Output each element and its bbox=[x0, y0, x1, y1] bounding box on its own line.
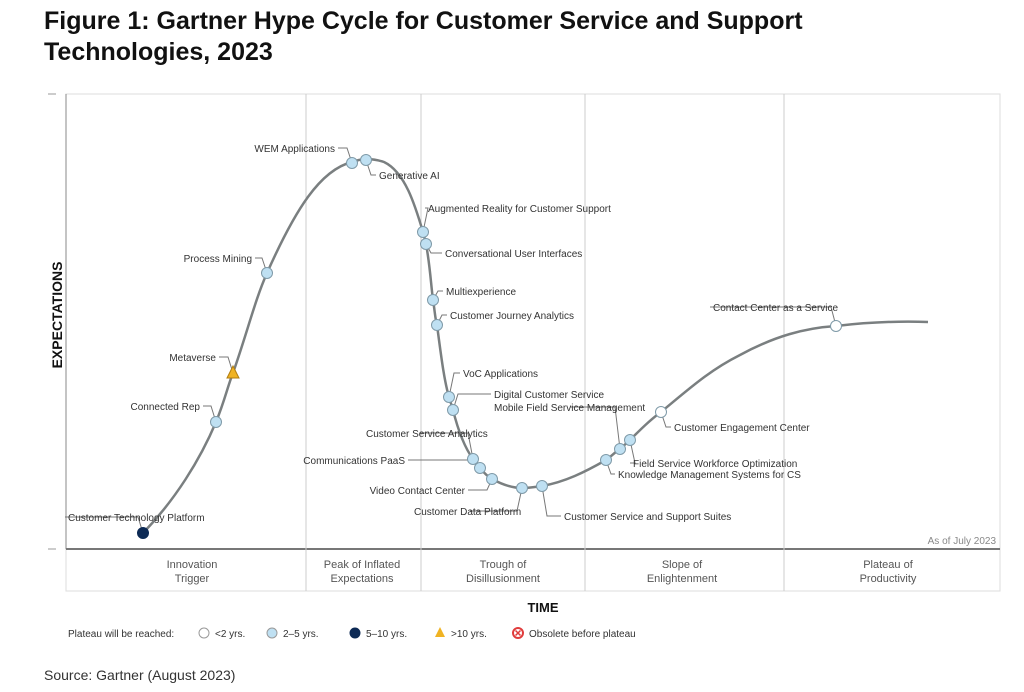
legend-item-label: >10 yrs. bbox=[451, 629, 487, 640]
technology-label: Customer Journey Analytics bbox=[450, 311, 574, 322]
technology-marker bbox=[443, 391, 455, 403]
leader-line bbox=[448, 372, 460, 398]
technology-label: Metaverse bbox=[169, 353, 216, 364]
technology-marker bbox=[467, 453, 479, 465]
source-note: Source: Gartner (August 2023) bbox=[44, 667, 236, 683]
legend-circle-icon bbox=[349, 627, 361, 639]
technology-marker bbox=[427, 294, 439, 306]
technology-label: VoC Applications bbox=[463, 369, 538, 380]
technology-label: Video Contact Center bbox=[370, 486, 466, 497]
leader-line bbox=[422, 207, 429, 233]
phase-label: Disillusionment bbox=[466, 573, 540, 585]
technology-marker bbox=[360, 154, 372, 166]
legend-item-label: 5–10 yrs. bbox=[366, 629, 407, 640]
legend-circle-icon bbox=[266, 627, 278, 639]
technology-label: Communications PaaS bbox=[303, 456, 405, 467]
technology-marker bbox=[516, 482, 528, 494]
technology-label: Augmented Reality for Customer Support bbox=[428, 204, 611, 215]
technology-marker bbox=[486, 473, 498, 485]
technology-marker bbox=[261, 267, 273, 279]
technology-label: Customer Data Platform bbox=[414, 507, 521, 518]
technology-marker bbox=[210, 416, 222, 428]
technology-marker bbox=[420, 238, 432, 250]
hype-curve bbox=[142, 157, 929, 534]
technology-label: Knowledge Management Systems for CS bbox=[618, 470, 801, 481]
technology-marker bbox=[417, 226, 429, 238]
technology-marker bbox=[447, 404, 459, 416]
technology-label: WEM Applications bbox=[254, 144, 335, 155]
phase-label: Peak of Inflated bbox=[324, 559, 400, 571]
technology-label: Process Mining bbox=[184, 254, 252, 265]
technology-label: Generative AI bbox=[379, 171, 440, 182]
legend-item-label: <2 yrs. bbox=[215, 629, 245, 640]
phase-label: Trigger bbox=[175, 573, 210, 585]
legend-title: Plateau will be reached: bbox=[68, 629, 174, 640]
phase-label: Enlightenment bbox=[647, 573, 717, 585]
technology-marker bbox=[655, 406, 667, 418]
leader-line bbox=[570, 406, 621, 450]
legend-circle-icon bbox=[198, 627, 210, 639]
as-of-label: As of July 2023 bbox=[928, 536, 997, 547]
phase-label: Innovation bbox=[167, 559, 218, 571]
phase-label: Expectations bbox=[331, 573, 394, 585]
technology-marker bbox=[600, 454, 612, 466]
leader-line bbox=[420, 432, 474, 460]
technology-label: Customer Technology Platform bbox=[68, 513, 205, 524]
technology-label: Customer Service and Support Suites bbox=[564, 512, 731, 523]
technology-marker bbox=[536, 480, 548, 492]
technology-marker bbox=[830, 320, 842, 332]
x-axis-label: TIME bbox=[527, 600, 558, 615]
technology-label: Customer Service Analytics bbox=[366, 429, 488, 440]
technology-label: Conversational User Interfaces bbox=[445, 249, 582, 260]
legend-triangle-icon bbox=[435, 627, 445, 637]
phase-label: Plateau of bbox=[863, 559, 913, 571]
leader-line bbox=[470, 487, 523, 512]
technology-marker bbox=[614, 443, 626, 455]
legend-item-label: 2–5 yrs. bbox=[283, 629, 319, 640]
technology-label: Customer Engagement Center bbox=[674, 423, 810, 434]
technology-label: Contact Center as a Service bbox=[713, 303, 838, 314]
phase-label: Productivity bbox=[860, 573, 917, 585]
leader-line bbox=[452, 393, 491, 411]
legend-x-mark-icon bbox=[514, 629, 522, 637]
technology-label: Connected Rep bbox=[131, 402, 201, 413]
technology-marker bbox=[137, 527, 149, 539]
technology-label: Multiexperience bbox=[446, 287, 516, 298]
leader-line bbox=[710, 306, 837, 327]
technology-marker bbox=[431, 319, 443, 331]
technology-marker-triangle bbox=[226, 364, 240, 379]
leader-line bbox=[219, 356, 234, 374]
technology-marker bbox=[624, 434, 636, 446]
technology-marker bbox=[474, 462, 486, 474]
leader-line bbox=[629, 439, 636, 464]
legend-item-label: Obsolete before plateau bbox=[529, 629, 636, 640]
technology-label: Field Service Workforce Optimization bbox=[633, 459, 797, 470]
technology-marker bbox=[346, 157, 358, 169]
figure-title: Figure 1: Gartner Hype Cycle for Custome… bbox=[44, 7, 803, 66]
y-axis-label: EXPECTATIONS bbox=[49, 262, 65, 369]
phase-label: Trough of bbox=[480, 559, 528, 571]
phase-label: Slope of bbox=[662, 559, 703, 571]
leader-line bbox=[541, 485, 561, 517]
technology-label: Mobile Field Service Management bbox=[494, 403, 645, 414]
technology-label: Digital Customer Service bbox=[494, 390, 604, 401]
